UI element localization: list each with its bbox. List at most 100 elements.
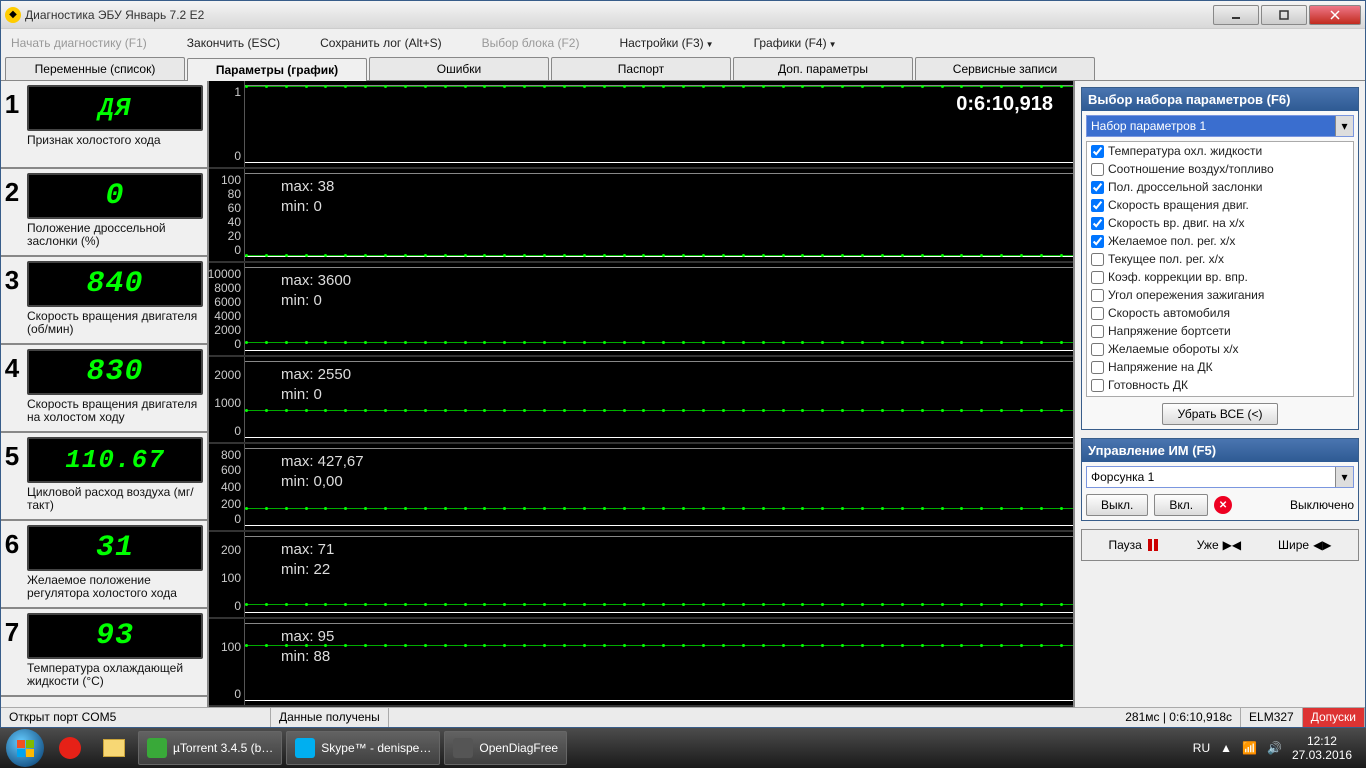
chart-plot[interactable]: 0:6:10,918 — [245, 81, 1073, 167]
checklist-checkbox[interactable] — [1091, 379, 1104, 392]
chart-minmax: max: 38min: 0 — [281, 177, 334, 217]
minimize-button[interactable] — [1213, 5, 1259, 25]
checklist-item[interactable]: Текущее пол. рег. х/х — [1087, 250, 1353, 268]
menu-item[interactable]: Настройки (F3)▼ — [619, 36, 713, 50]
param-checklist[interactable]: Температура охл. жидкостиСоотношение воз… — [1086, 141, 1354, 397]
checklist-checkbox[interactable] — [1091, 253, 1104, 266]
checklist-checkbox[interactable] — [1091, 163, 1104, 176]
chart-plot[interactable]: max: 95min: 88 — [245, 619, 1073, 705]
tab[interactable]: Паспорт — [551, 57, 731, 80]
checklist-item[interactable]: Угол опережения зажигания — [1087, 286, 1353, 304]
checklist-item[interactable]: Разрешение нагрева ДК — [1087, 394, 1353, 397]
chart-row: 100:6:10,918 — [209, 81, 1073, 169]
param-set-title: Выбор набора параметров (F6) — [1082, 88, 1358, 111]
checklist-checkbox[interactable] — [1091, 325, 1104, 338]
charts-column: 100:6:10,918100806040200max: 38min: 0100… — [209, 81, 1075, 707]
checklist-item[interactable]: Соотношение воздух/топливо — [1087, 160, 1353, 178]
taskbar-pinned-opera[interactable] — [50, 731, 90, 765]
param-index: 2 — [1, 169, 23, 255]
param-lcd-value: 31 — [27, 525, 203, 571]
narrow-button[interactable]: Уже ▶◀ — [1197, 538, 1241, 552]
tab[interactable]: Переменные (список) — [5, 57, 185, 80]
param-index: 3 — [1, 257, 23, 343]
checklist-checkbox[interactable] — [1091, 397, 1104, 398]
wide-icon: ◀▶ — [1313, 538, 1331, 552]
param-row: 5 110.67 Цикловой расход воздуха (мг/так… — [1, 433, 207, 521]
pause-button[interactable]: Пауза — [1108, 538, 1159, 552]
chart-plot[interactable]: max: 2550min: 0 — [245, 357, 1073, 443]
tray-clock[interactable]: 12:12 27.03.2016 — [1292, 734, 1352, 762]
checklist-checkbox[interactable] — [1091, 181, 1104, 194]
checklist-item[interactable]: Желаемые обороты х/х — [1087, 340, 1353, 358]
tab[interactable]: Ошибки — [369, 57, 549, 80]
checklist-item[interactable]: Скорость автомобиля — [1087, 304, 1353, 322]
chart-row: 100806040200max: 38min: 0 — [209, 169, 1073, 263]
checklist-item[interactable]: Напряжение бортсети — [1087, 322, 1353, 340]
param-lcd-value: 840 — [27, 261, 203, 307]
checklist-item[interactable]: Скорость вращения двиг. — [1087, 196, 1353, 214]
tab[interactable]: Сервисные записи — [915, 57, 1095, 80]
checklist-checkbox[interactable] — [1091, 199, 1104, 212]
checklist-checkbox[interactable] — [1091, 217, 1104, 230]
checklist-checkbox[interactable] — [1091, 343, 1104, 356]
checklist-item[interactable]: Желаемое пол. рег. х/х — [1087, 232, 1353, 250]
chart-minmax: max: 427,67min: 0,00 — [281, 452, 364, 492]
status-extra[interactable]: Допуски — [1303, 708, 1365, 727]
checklist-checkbox[interactable] — [1091, 289, 1104, 302]
chevron-down-icon: ▾ — [1335, 116, 1353, 136]
window-title: Диагностика ЭБУ Январь 7.2 E2 — [25, 8, 1211, 22]
chart-minmax: max: 3600min: 0 — [281, 271, 351, 311]
param-label: Признак холостого хода — [27, 134, 203, 147]
param-label: Температура охлаждающей жидкости (°C) — [27, 662, 203, 688]
tray-network-icon[interactable]: 📶 — [1242, 741, 1257, 755]
close-button[interactable] — [1309, 5, 1361, 25]
checklist-item[interactable]: Скорость вр. двиг. на х/х — [1087, 214, 1353, 232]
checklist-item[interactable]: Готовность ДК — [1087, 376, 1353, 394]
maximize-button[interactable] — [1261, 5, 1307, 25]
checklist-item[interactable]: Пол. дроссельной заслонки — [1087, 178, 1353, 196]
checklist-checkbox[interactable] — [1091, 145, 1104, 158]
start-button[interactable] — [6, 729, 44, 767]
checklist-label: Напряжение бортсети — [1108, 324, 1231, 338]
param-row: 6 31 Желаемое положение регулятора холос… — [1, 521, 207, 609]
menu-item[interactable]: Сохранить лог (Alt+S) — [320, 36, 442, 50]
checklist-checkbox[interactable] — [1091, 307, 1104, 320]
chart-plot[interactable]: max: 3600min: 0 — [245, 263, 1073, 355]
chart-plot[interactable]: max: 71min: 22 — [245, 532, 1073, 618]
param-set-panel: Выбор набора параметров (F6) Набор парам… — [1081, 87, 1359, 430]
param-row: 7 93 Температура охлаждающей жидкости (°… — [1, 609, 207, 697]
taskbar-app[interactable]: OpenDiagFree — [444, 731, 567, 765]
tab[interactable]: Параметры (график) — [187, 58, 367, 81]
status-data: Данные получены — [271, 708, 389, 727]
taskbar-app[interactable]: µTorrent 3.4.5 (b… — [138, 731, 282, 765]
menu-item[interactable]: Графики (F4)▼ — [754, 36, 837, 50]
checklist-label: Коэф. коррекции вр. впр. — [1108, 270, 1248, 284]
menu-item[interactable]: Закончить (ESC) — [187, 36, 280, 50]
checklist-item[interactable]: Коэф. коррекции вр. впр. — [1087, 268, 1353, 286]
tray-sound-icon[interactable]: 🔊 — [1267, 741, 1282, 755]
chart-plot[interactable]: max: 38min: 0 — [245, 169, 1073, 261]
checklist-label: Текущее пол. рег. х/х — [1108, 252, 1224, 266]
on-button[interactable]: Вкл. — [1154, 494, 1208, 516]
tray-flag-icon[interactable]: ▲ — [1220, 741, 1232, 755]
off-button[interactable]: Выкл. — [1086, 494, 1148, 516]
tray-lang[interactable]: RU — [1193, 741, 1210, 755]
param-row: 4 830 Скорость вращения двигателя на хол… — [1, 345, 207, 433]
chart-plot[interactable]: max: 427,67min: 0,00 — [245, 444, 1073, 530]
stop-icon[interactable]: ✕ — [1214, 496, 1232, 514]
checklist-checkbox[interactable] — [1091, 361, 1104, 374]
checklist-item[interactable]: Температура охл. жидкости — [1087, 142, 1353, 160]
tab[interactable]: Доп. параметры — [733, 57, 913, 80]
taskbar-app[interactable]: Skype™ - denispe… — [286, 731, 440, 765]
checklist-label: Пол. дроссельной заслонки — [1108, 180, 1263, 194]
checklist-item[interactable]: Напряжение на ДК — [1087, 358, 1353, 376]
param-set-dropdown[interactable]: Набор параметров 1 ▾ — [1086, 115, 1354, 137]
actuator-dropdown[interactable]: Форсунка 1 ▾ — [1086, 466, 1354, 488]
wide-button[interactable]: Шире ◀▶ — [1278, 538, 1332, 552]
checklist-checkbox[interactable] — [1091, 271, 1104, 284]
clear-all-button[interactable]: Убрать ВСЕ (<) — [1162, 403, 1277, 425]
status-adapter: ELM327 — [1241, 708, 1303, 727]
app-icon — [147, 738, 167, 758]
taskbar-pinned-explorer[interactable] — [94, 731, 134, 765]
checklist-checkbox[interactable] — [1091, 235, 1104, 248]
